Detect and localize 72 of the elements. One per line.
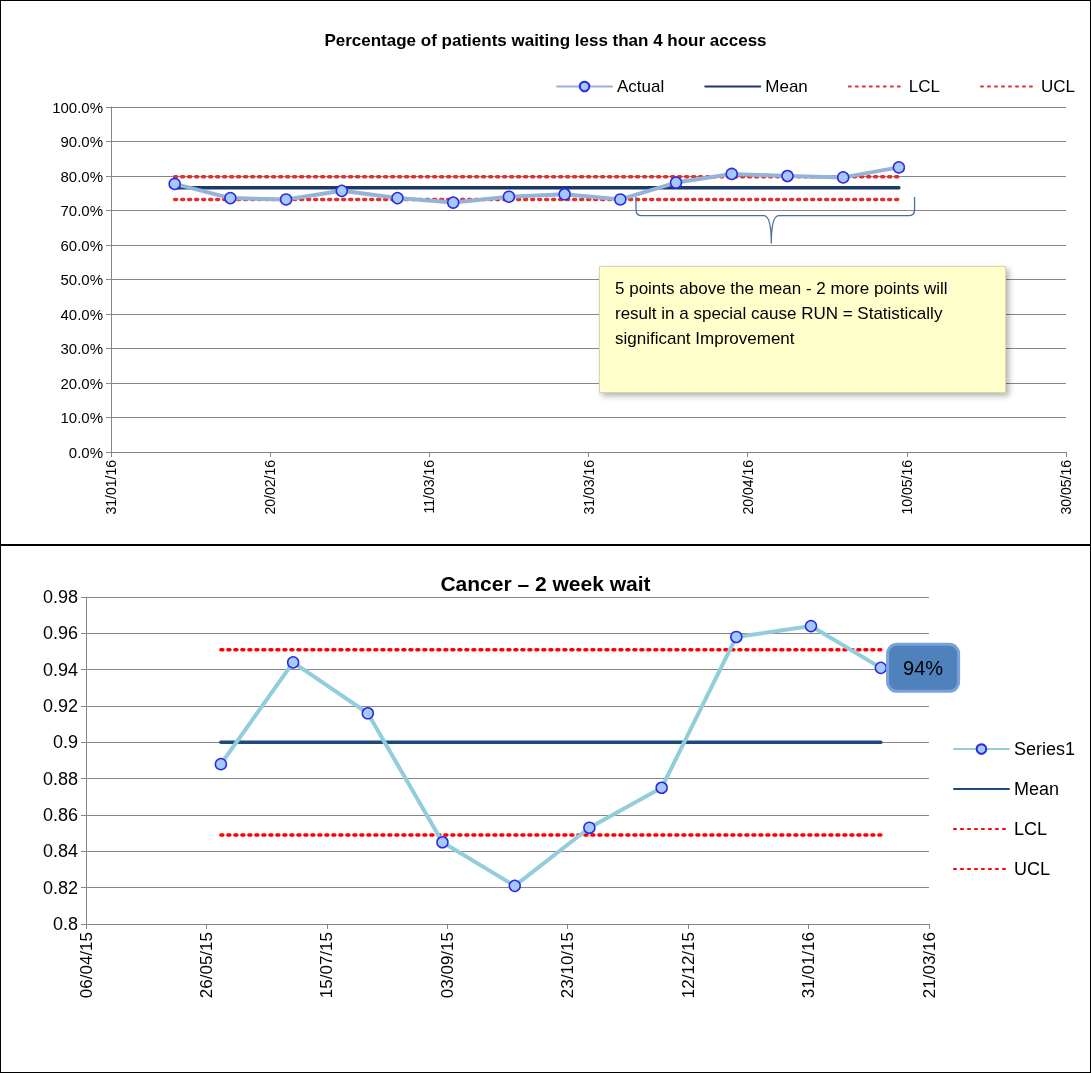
y-tick-label: 70.0% <box>60 202 103 219</box>
x-tick-label: 26/05/15 <box>196 932 216 999</box>
point <box>874 661 888 675</box>
y-tick-label: 100.0% <box>52 98 103 116</box>
x-tick-label: 15/07/15 <box>317 932 337 999</box>
legend-label: Actual <box>617 77 665 96</box>
point <box>168 177 181 191</box>
x-tick-label: 31/01/16 <box>799 932 819 999</box>
point <box>286 656 300 669</box>
y-tick-label: 0.92 <box>42 696 78 716</box>
y-tick-label: 0.94 <box>42 659 78 680</box>
point <box>614 193 627 206</box>
x-tick-label: 10/05/16 <box>898 459 915 515</box>
point <box>508 879 521 893</box>
y-tick-label: 60.0% <box>60 236 103 254</box>
x-tick-label: 11/03/16 <box>421 459 438 514</box>
point <box>892 161 906 174</box>
data-label: 94% <box>903 656 944 679</box>
annotation: 5 points above the mean - 2 more points will result in a special cause RUN = Statistically significant Improvement <box>615 278 949 350</box>
point <box>224 191 237 205</box>
y-tick-label: 0.88 <box>42 768 78 789</box>
point <box>730 630 743 644</box>
y-tick-label: 10.0% <box>60 409 103 426</box>
point <box>436 836 449 849</box>
legend-label: UCL <box>1013 859 1050 879</box>
legend-label: LCL <box>908 77 940 96</box>
y-tick-label: 20.0% <box>60 374 103 392</box>
x-tick-label: 21/03/16 <box>919 932 939 999</box>
legend-label: LCL <box>1013 819 1047 839</box>
point <box>558 188 571 201</box>
point <box>725 167 738 181</box>
x-tick-label: 03/09/15 <box>437 932 457 999</box>
y-tick-label: 0.82 <box>42 877 78 898</box>
y-tick-label: 50.0% <box>60 271 103 288</box>
legend-label: Series1 <box>1013 739 1075 759</box>
x-tick-label: 23/10/15 <box>558 932 578 999</box>
point <box>836 171 850 184</box>
legend-label: Mean <box>765 77 808 96</box>
x-tick-label: 31/01/16 <box>103 459 119 515</box>
x-tick-label: 31/03/16 <box>580 459 597 515</box>
y-tick-label: 0.84 <box>42 841 78 862</box>
y-tick-label: 90.0% <box>60 133 103 150</box>
point <box>279 193 293 206</box>
chart-title: Percentage of patients waiting less than 4 hour access <box>324 31 767 50</box>
chart-title: Cancer – 2 week wait <box>440 572 651 595</box>
x-tick-label: 06/04/15 <box>76 932 96 999</box>
point <box>781 169 794 183</box>
point <box>804 619 818 633</box>
y-tick-label: 40.0% <box>60 305 103 323</box>
x-tick-label: 20/04/16 <box>739 459 756 515</box>
point <box>669 176 683 189</box>
point <box>361 707 375 720</box>
point <box>655 781 668 794</box>
point <box>583 821 596 834</box>
legend-label: Mean <box>1013 779 1059 799</box>
x-tick-label: 20/02/16 <box>262 459 279 515</box>
legend-label: UCL <box>1040 77 1076 96</box>
point <box>214 757 228 771</box>
point <box>502 190 516 203</box>
y-tick-label: 0.8 <box>52 914 78 934</box>
y-tick-label: 30.0% <box>60 340 103 357</box>
y-tick-label: 0.0% <box>68 443 103 461</box>
y-tick-label: 0.96 <box>42 623 78 644</box>
y-tick-label: 0.86 <box>42 805 78 825</box>
y-tick-label: 80.0% <box>60 167 103 185</box>
x-tick-label: 12/12/15 <box>678 932 698 999</box>
y-tick-label: 0.9 <box>52 732 78 753</box>
y-tick-label: 0.98 <box>42 587 78 607</box>
point <box>446 196 460 209</box>
point <box>335 184 349 198</box>
x-tick-label: 30/05/16 <box>1058 459 1074 515</box>
point <box>391 191 404 205</box>
